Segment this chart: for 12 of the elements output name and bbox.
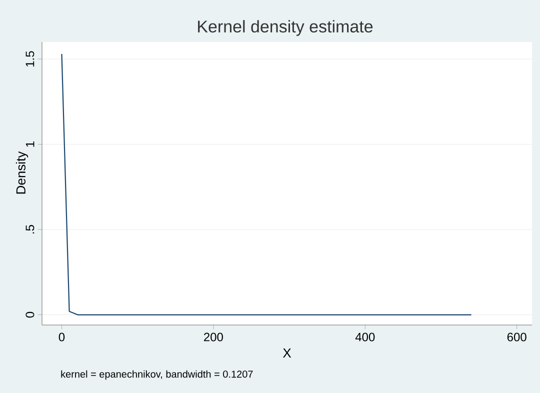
y-tick-label: .5 <box>26 225 34 234</box>
text: kernel = epanechnikov, bandwidth = 0.1207 <box>61 370 253 380</box>
y-tick-label: 1.5 <box>26 51 34 66</box>
y-tick-label: 0 <box>26 312 34 318</box>
chart-title: Kernel density estimate <box>198 20 373 36</box>
x-tick-label: 600 <box>507 332 526 342</box>
y-axis-title: Density <box>16 151 28 194</box>
x-tick-label: 200 <box>204 332 223 342</box>
x-axis-title: X <box>282 348 292 358</box>
y-tick-label: 1 <box>26 142 34 147</box>
x-tick-label: 400 <box>355 332 375 342</box>
x-tick-label: 0 <box>58 332 65 342</box>
